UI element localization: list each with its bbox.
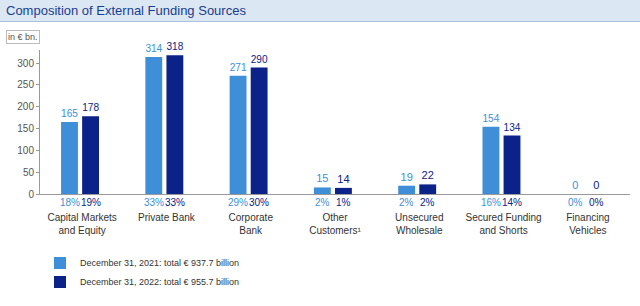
svg-text:200: 200 [17, 101, 34, 112]
svg-text:0%: 0% [568, 197, 583, 208]
svg-text:0%: 0% [589, 197, 604, 208]
svg-text:0: 0 [572, 179, 578, 191]
svg-text:314: 314 [145, 43, 162, 54]
svg-text:150: 150 [17, 123, 34, 134]
svg-text:290: 290 [251, 54, 268, 65]
svg-text:December 31, 2022: total € 955: December 31, 2022: total € 955.7 billion [80, 277, 239, 287]
svg-text:154: 154 [483, 113, 500, 124]
svg-text:December 31, 2021: total € 937: December 31, 2021: total € 937.7 billion [80, 258, 239, 268]
svg-text:UnsecuredWholesale: UnsecuredWholesale [395, 212, 443, 236]
svg-text:2%: 2% [315, 197, 330, 208]
svg-text:CorporateBank: CorporateBank [228, 212, 273, 236]
svg-text:19%: 19% [81, 197, 101, 208]
svg-text:Secured Fundingand Shorts: Secured Fundingand Shorts [465, 212, 541, 236]
svg-text:33%: 33% [144, 197, 164, 208]
svg-text:Private Bank: Private Bank [138, 212, 196, 223]
svg-text:19: 19 [401, 171, 413, 183]
svg-text:1%: 1% [336, 197, 351, 208]
svg-text:271: 271 [230, 62, 247, 73]
svg-text:0: 0 [28, 189, 34, 200]
svg-text:FinancingVehicles: FinancingVehicles [566, 212, 609, 236]
svg-text:100: 100 [17, 145, 34, 156]
svg-text:14: 14 [337, 173, 349, 185]
svg-text:165: 165 [61, 108, 78, 119]
svg-text:16%: 16% [481, 197, 501, 208]
svg-text:178: 178 [82, 102, 99, 113]
svg-text:OtherCustomers¹: OtherCustomers¹ [309, 212, 361, 236]
svg-text:30%: 30% [249, 197, 269, 208]
svg-text:22: 22 [422, 169, 434, 181]
svg-text:Capital Marketsand Equity: Capital Marketsand Equity [47, 212, 116, 236]
svg-text:33%: 33% [165, 197, 185, 208]
svg-text:318: 318 [166, 41, 183, 52]
svg-text:50: 50 [23, 167, 35, 178]
svg-text:2%: 2% [420, 197, 435, 208]
svg-text:29%: 29% [228, 197, 248, 208]
svg-text:0: 0 [593, 179, 599, 191]
html-text:Composition of External Fundin: Composition of External Funding Sources [6, 3, 246, 18]
svg-text:2%: 2% [399, 197, 414, 208]
svg-text:14%: 14% [502, 197, 522, 208]
svg-text:15: 15 [316, 172, 328, 184]
svg-text:250: 250 [17, 79, 34, 90]
svg-text:300: 300 [17, 58, 34, 69]
svg-text:134: 134 [504, 122, 521, 133]
svg-text:in € bn.: in € bn. [8, 32, 38, 42]
svg-text:18%: 18% [60, 197, 80, 208]
